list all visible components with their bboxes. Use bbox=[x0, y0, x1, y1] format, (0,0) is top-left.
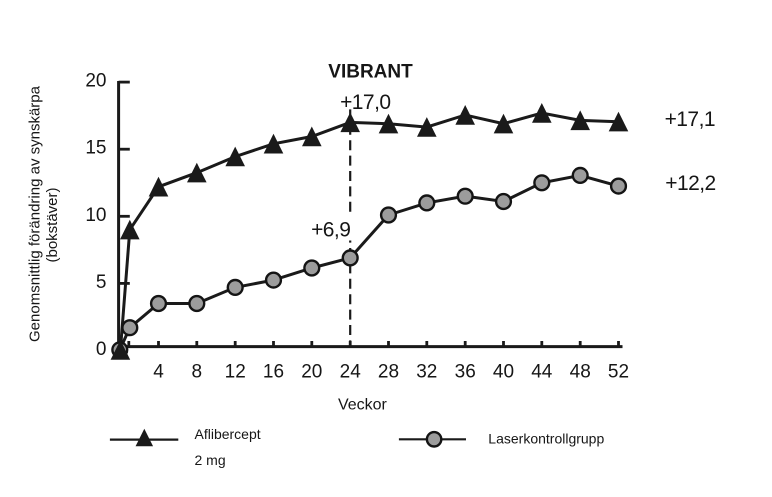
svg-text:24: 24 bbox=[340, 362, 362, 383]
svg-text:VIBRANT: VIBRANT bbox=[328, 62, 413, 83]
svg-text:4: 4 bbox=[153, 362, 164, 383]
svg-text:40: 40 bbox=[493, 362, 514, 383]
svg-text:12: 12 bbox=[225, 362, 246, 383]
svg-text:32: 32 bbox=[416, 362, 437, 383]
svg-text:+17,1: +17,1 bbox=[665, 108, 715, 131]
svg-text:+17,0: +17,0 bbox=[340, 91, 390, 114]
svg-text:15: 15 bbox=[85, 138, 106, 159]
svg-text:0: 0 bbox=[96, 339, 107, 360]
svg-text:+6,9: +6,9 bbox=[311, 218, 350, 241]
svg-text:44: 44 bbox=[531, 362, 553, 383]
svg-text:20: 20 bbox=[85, 71, 106, 92]
svg-text:20: 20 bbox=[301, 362, 322, 383]
svg-text:36: 36 bbox=[455, 362, 476, 383]
svg-text:Genomsnittlig förändring av sy: Genomsnittlig förändring av synskärpa bbox=[27, 85, 44, 342]
svg-text:Aflibercept: Aflibercept bbox=[195, 426, 261, 442]
svg-text:Veckor: Veckor bbox=[338, 396, 388, 413]
svg-text:48: 48 bbox=[570, 362, 591, 383]
svg-text:10: 10 bbox=[85, 205, 106, 226]
svg-text:+12,2: +12,2 bbox=[665, 172, 715, 195]
svg-text:5: 5 bbox=[96, 272, 107, 293]
svg-text:Laserkontrollgrupp: Laserkontrollgrupp bbox=[488, 431, 604, 447]
svg-text:52: 52 bbox=[608, 362, 629, 383]
svg-text:(bokstäver): (bokstäver) bbox=[44, 187, 61, 262]
svg-text:16: 16 bbox=[263, 362, 284, 383]
svg-text:2 mg: 2 mg bbox=[195, 452, 226, 468]
svg-text:8: 8 bbox=[192, 362, 203, 383]
svg-text:28: 28 bbox=[378, 362, 399, 383]
